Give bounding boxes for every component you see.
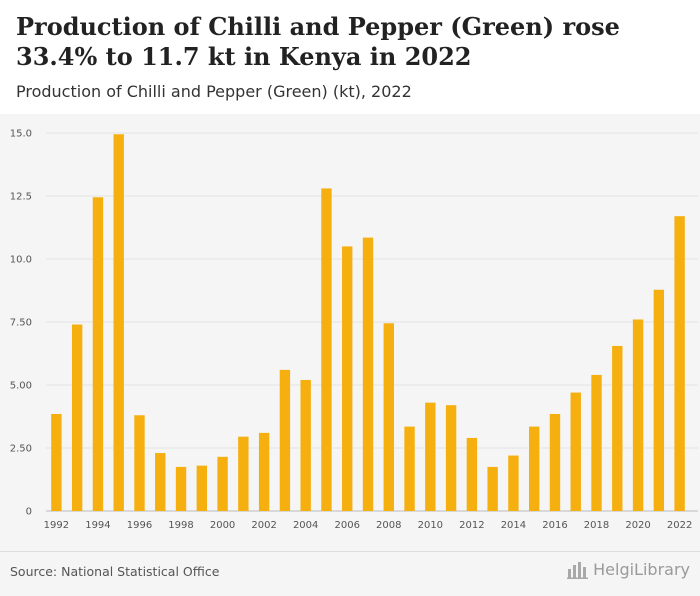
bar-1997: [155, 453, 166, 511]
bar-2016: [549, 413, 561, 511]
bar-1993: [71, 324, 83, 511]
x-tick-label: 2016: [542, 520, 567, 531]
bar-2009: [404, 426, 415, 511]
source-note: Source: National Statistical Office: [10, 564, 220, 579]
footer: Source: National Statistical Office Helg…: [0, 551, 700, 596]
bar-2000: [217, 456, 228, 511]
x-tick-label: 2010: [418, 520, 443, 531]
bar-2005: [321, 188, 332, 511]
x-tick-label: 1996: [127, 520, 152, 531]
bar-2010: [425, 402, 436, 511]
bar-2017: [570, 392, 581, 511]
x-tick-label: 2006: [334, 520, 359, 531]
x-tick-label: 1994: [85, 520, 110, 531]
bar-1995: [113, 134, 124, 511]
y-tick-label: 2.50: [10, 444, 32, 455]
bar-2011: [445, 405, 457, 511]
helgilibrary-logo[interactable]: HelgiLibrary: [567, 560, 690, 579]
logo-text: HelgiLibrary: [593, 560, 690, 579]
bar-1996: [134, 415, 145, 511]
x-tick-label: 1992: [44, 520, 69, 531]
bar-2004: [300, 379, 311, 511]
bar-2015: [529, 426, 540, 511]
bar-2003: [279, 369, 291, 511]
y-tick-label: 15.0: [10, 129, 32, 140]
bar-1992: [51, 413, 62, 511]
bar-1998: [175, 466, 187, 511]
bar-chart-logo-icon: [567, 561, 589, 579]
bar-2006: [342, 246, 353, 511]
y-tick-label: 0: [26, 507, 32, 518]
bar-2020: [632, 319, 644, 511]
x-tick-label: 2014: [501, 520, 526, 531]
y-tick-label: 10.0: [10, 255, 32, 266]
y-axis: 0 2.50 5.00 7.50 10.0 12.5 15.0: [10, 129, 32, 518]
bar-2019: [612, 345, 623, 511]
chart-title: Production of Chilli and Pepper (Green) …: [16, 12, 620, 71]
bar-1999: [196, 465, 207, 511]
bar-2014: [508, 455, 519, 511]
bar-2008: [383, 323, 394, 511]
x-tick-label: 1998: [168, 520, 193, 531]
bar-2018: [591, 374, 602, 511]
bar-2002: [258, 432, 270, 511]
x-tick-label: 2018: [584, 520, 609, 531]
bar-2013: [487, 466, 498, 511]
x-tick-label: 2000: [210, 520, 235, 531]
bar-2022: [674, 216, 685, 511]
y-tick-label: 7.50: [10, 318, 32, 329]
y-tick-label: 12.5: [10, 192, 32, 203]
x-tick-label: 2004: [293, 520, 318, 531]
bar-2012: [466, 437, 478, 511]
x-tick-label: 2002: [251, 520, 276, 531]
bars: [51, 134, 685, 511]
bar-2007: [362, 237, 374, 511]
x-axis: 1992 1994 1996 1998 2000 2002 2004 2006 2008 2010…: [44, 520, 693, 531]
bar-2001: [238, 436, 249, 511]
x-tick-label: 2022: [667, 520, 692, 531]
y-tick-label: 5.00: [10, 381, 32, 392]
chart-subtitle: Production of Chilli and Pepper (Green) …: [16, 82, 412, 101]
x-tick-label: 2008: [376, 520, 401, 531]
bar-2021: [653, 289, 665, 511]
x-tick-label: 2020: [625, 520, 650, 531]
bar-1994: [92, 197, 104, 511]
x-tick-label: 2012: [459, 520, 484, 531]
